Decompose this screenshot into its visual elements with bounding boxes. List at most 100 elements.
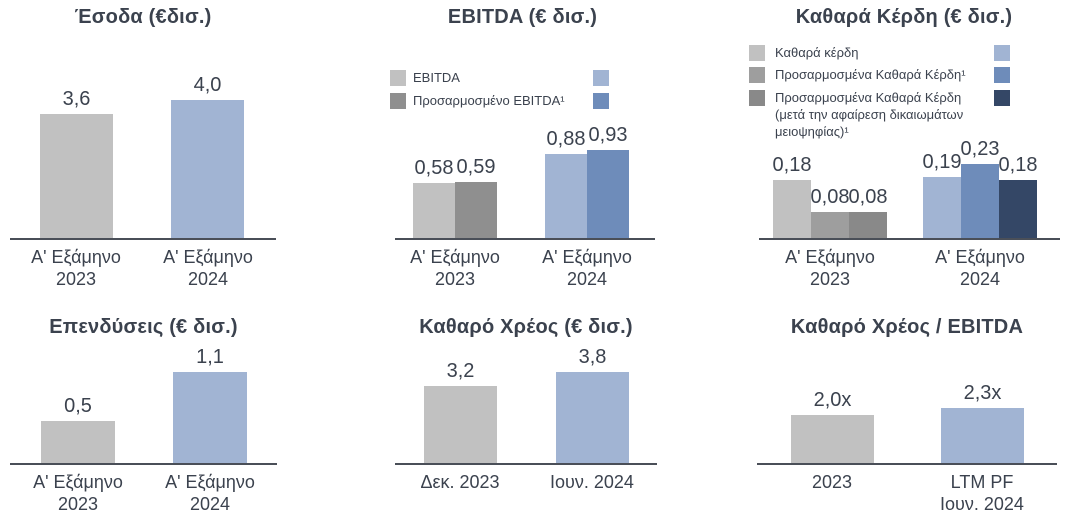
bar-value-label: 0,19 [922,151,962,173]
chart-investments: Επενδύσεις (€ δισ.) 0,5 Α' Εξάμηνο 2023 1,1… [10,290,277,531]
legend-swatch-2023 [390,93,406,109]
x-axis-category-line: 2023 [809,269,851,289]
bar-value-label: 3,6 [62,88,91,110]
bar [587,150,629,238]
chart-title: Επενδύσεις (€ δισ.) [49,316,238,338]
bar [455,182,497,238]
bar [556,372,629,463]
chart-title: Καθαρό Χρέος (€ δισ.) [419,316,633,338]
legend-label: Προσαρμοσμένο EBITDA¹ [413,92,565,109]
x-axis-category-line: Α' Εξάμηνο [542,247,632,267]
bar-value-label: 0,23 [960,138,1000,160]
legend-swatch-2024 [593,70,609,86]
bar [849,212,887,238]
x-axis-category-line: Α' Εξάμηνο [935,247,1025,267]
bar-value-label: 0,08 [810,186,850,208]
x-axis-category-label: Α' Εξάμηνο 2023 [31,246,121,290]
bar [811,212,849,238]
bar [173,372,247,463]
legend-label-line: Προσαρμοσμένα Καθαρά Κέρδη¹ [775,67,966,82]
x-axis-line [10,238,276,240]
bar [941,408,1024,463]
legend-label-line: μειοψηφίας)¹ [775,124,849,139]
bar-value-label: 0,59 [456,156,496,178]
bar [171,100,244,238]
legend-swatch-2023 [749,67,765,83]
bar [413,183,455,238]
x-axis-line [757,463,1057,465]
bar [424,386,497,463]
x-axis-category-line: 2023 [57,494,99,514]
legend-swatch-2023 [749,45,765,61]
x-axis-category-label: 2023 [812,471,852,493]
bar-value-label: 3,2 [446,360,475,382]
x-axis-category-line: 2024 [187,269,229,289]
legend-swatch-2024 [994,90,1010,106]
legend-label: Προσαρμοσμένα Καθαρά Κέρδη¹ [775,66,966,83]
bar-value-label: 0,08 [848,186,888,208]
bar-value-label: 2,3x [963,382,1002,404]
bar [40,114,113,238]
bar-value-label: 0,5 [64,395,92,417]
legend-swatch-2024 [994,67,1010,83]
legend-swatch-2023 [749,90,765,106]
bar [773,180,811,238]
bar-value-label: 2,0x [813,389,852,411]
legend-label-line: (μετά την αφαίρεση δικαιωμάτων [775,107,964,122]
chart-ebitda: EBITDA (€ δισ.) EBITDA Προσαρμοσμένο EBIT… [385,0,660,290]
legend-label-line: Προσαρμοσμένα Καθαρά Κέρδη [775,90,962,105]
bar-value-label: 0,18 [998,154,1038,176]
x-axis-category-label: Α' Εξάμηνο 2024 [935,246,1025,290]
chart-net-profit: Καθαρά Κέρδη (€ δισ.) Καθαρά κέρδη Προσαρ… [745,0,1063,290]
chart-revenue: Έσοδα (€δισ.) 3,6 Α' Εξάμηνο 2023 4,0 Α' Εξά… [10,0,276,290]
x-axis-category-label: Α' Εξάμηνο 2024 [163,246,253,290]
chart-title: Καθαρά Κέρδη (€ δισ.) [795,6,1013,28]
x-axis-line [395,463,657,465]
x-axis-line [395,238,655,240]
bar [41,421,115,463]
legend-label-line: EBITDA [413,70,460,85]
legend-swatch-2023 [390,70,406,86]
x-axis-category-label: LTM PF Ιουν. 2024 [940,471,1024,515]
x-axis-category-label: Α' Εξάμηνο 2024 [165,471,255,515]
legend-label: Καθαρά κέρδη [775,44,858,61]
x-axis-category-line: Α' Εξάμηνο [33,472,123,492]
bar-value-label: 1,1 [196,346,224,368]
x-axis-category-line: Ιουν. 2024 [940,494,1024,514]
bar [923,177,961,238]
x-axis-category-line: 2023 [434,269,476,289]
bar-value-label: 0,18 [772,154,812,176]
x-axis-category-line: Δεκ. 2023 [420,472,500,492]
x-axis-category-line: LTM PF [950,472,1014,492]
x-axis-category-label: Α' Εξάμηνο 2023 [785,246,875,290]
bar [961,164,999,238]
x-axis-category-line: Ιουν. 2024 [550,472,634,492]
legend-swatch-2024 [994,45,1010,61]
legend-swatch-2024 [593,93,609,109]
x-axis-category-line: 2024 [566,269,608,289]
x-axis-line [10,463,277,465]
x-axis-category-line: Α' Εξάμηνο [163,247,253,267]
x-axis-category-line: 2024 [189,494,231,514]
x-axis-category-line: 2024 [959,269,1001,289]
x-axis-category-label: Α' Εξάμηνο 2023 [33,471,123,515]
bar [791,415,874,463]
bar-value-label: 4,0 [193,74,222,96]
x-axis-category-label: Ιουν. 2024 [550,471,634,493]
x-axis-category-label: Δεκ. 2023 [420,471,499,493]
x-axis-category-line: Α' Εξάμηνο [165,472,255,492]
x-axis-category-line: 2023 [55,269,97,289]
chart-net-debt-to-ebitda: Καθαρό Χρέος / EBITDA 2,0x 2023 2,3x LTM PF… [757,290,1057,531]
x-axis-category-label: Α' Εξάμηνο 2024 [542,246,632,290]
legend-label-line: Καθαρά κέρδη [775,45,859,60]
legend-label: EBITDA [413,69,460,86]
x-axis-line [759,238,1060,240]
bar [999,180,1037,238]
bar-value-label: 0,88 [546,128,586,150]
chart-title: Καθαρό Χρέος / EBITDA [790,316,1024,338]
chart-net-debt: Καθαρό Χρέος (€ δισ.) 3,2 Δεκ. 2023 3,8 Ιου… [395,290,657,531]
legend-label-line: Προσαρμοσμένο EBITDA¹ [413,93,565,108]
x-axis-category-line: Α' Εξάμηνο [31,247,121,267]
bar [545,154,587,238]
